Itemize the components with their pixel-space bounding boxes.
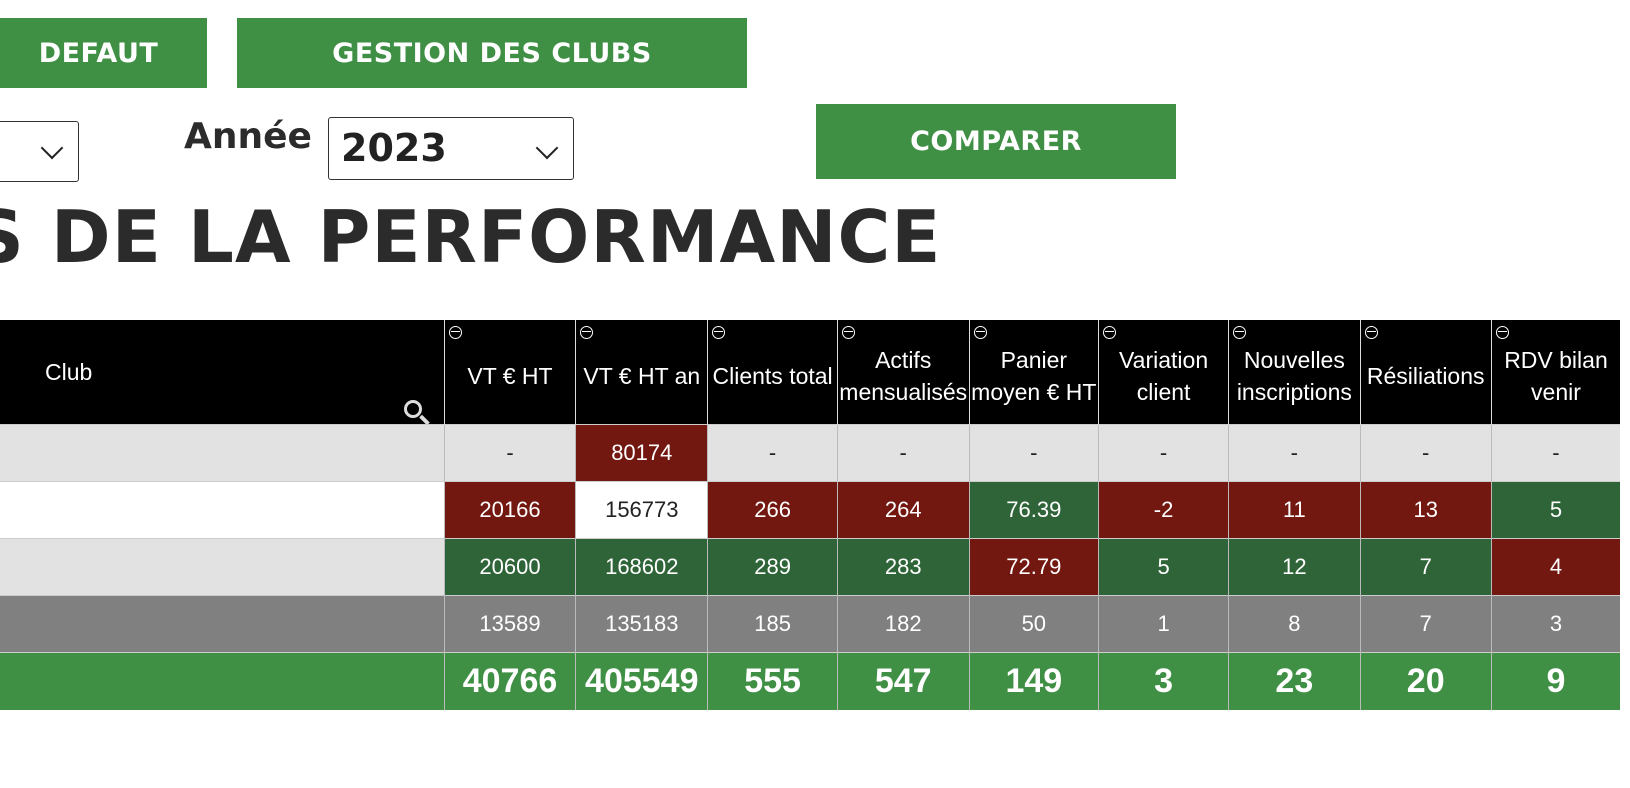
performance-table: Club VT € HT VT € HT an Clients total Ac… [0,320,1620,710]
total-cell: 23 [1228,651,1360,710]
table-cell: - [836,423,970,481]
sort-icon[interactable] [712,326,726,339]
table-cell: 20166 [443,480,576,538]
table-cell: 156773 [575,480,708,538]
table-cell: 3 [1490,594,1620,652]
table-header-row: Club VT € HT VT € HT an Clients total Ac… [0,320,1620,424]
sort-icon[interactable] [1233,326,1247,339]
total-cell: 405549 [575,651,708,710]
sort-icon[interactable] [1495,326,1509,339]
table-cell: 5 [1097,537,1229,595]
table-cell: 80174 [575,423,708,481]
table-row[interactable]: 20166 156773 266 264 76.39 -2 11 13 5 [0,480,1620,538]
sort-icon[interactable] [580,326,594,339]
table-row[interactable]: 20600 168602 289 283 72.79 5 12 7 4 [0,537,1620,595]
column-header[interactable]: Variation client [1097,320,1229,424]
chevron-down-icon [40,136,64,160]
gestion-des-clubs-button[interactable]: GESTION DES CLUBS [237,18,747,88]
column-header[interactable]: Nouvelles inscriptions [1228,320,1360,424]
table-cell: - [1359,423,1492,481]
club-cell[interactable] [0,480,445,538]
sort-icon[interactable] [1102,326,1116,339]
chevron-down-icon [535,136,559,160]
table-cell: 4 [1490,537,1620,595]
column-header-label: VT € HT an [583,362,701,389]
search-icon[interactable] [403,399,422,418]
table-cell: - [443,423,576,481]
sort-icon[interactable] [1364,326,1378,339]
totals-label-cell [0,651,445,710]
column-header-label: Actifs mensualisés [839,346,968,405]
annee-select-value: 2023 [341,126,447,170]
table-cell: - [968,423,1099,481]
table-cell: - [1490,423,1620,481]
table-cell: -2 [1097,480,1229,538]
table-cell: 5 [1490,480,1620,538]
sort-icon[interactable] [448,326,462,339]
total-cell: 20 [1359,651,1492,710]
total-cell: 547 [836,651,970,710]
total-cell: 9 [1490,651,1620,710]
total-cell: 3 [1097,651,1229,710]
table-cell: 8 [1228,594,1360,652]
month-select[interactable] [0,121,79,182]
table-cell: 283 [836,537,970,595]
table-cell: 7 [1359,537,1492,595]
column-header[interactable]: RDV bilan venir [1490,320,1620,424]
column-header[interactable]: Actifs mensualisés [836,320,970,424]
club-cell[interactable] [0,594,445,652]
column-header-label: RDV bilan venir [1504,346,1608,405]
table-cell: 13589 [443,594,576,652]
table-cell: 7 [1359,594,1492,652]
column-header-label: Variation client [1119,346,1209,405]
table-cell: 72.79 [968,537,1099,595]
table-row[interactable]: -80174- - - - - - - [0,423,1620,481]
column-header[interactable]: Résiliations [1359,320,1492,424]
sort-icon[interactable] [841,326,855,339]
column-header[interactable]: Panier moyen € HT [968,320,1099,424]
table-cell: 1 [1097,594,1229,652]
table-cell: 266 [707,480,838,538]
table-cell: 264 [836,480,970,538]
column-header[interactable]: VT € HT an [575,320,708,424]
column-header-label: Panier moyen € HT [971,346,1097,405]
table-cell: 76.39 [968,480,1099,538]
table-cell: - [1097,423,1229,481]
table-row[interactable]: 13589 135183 185 182 50 1 8 7 3 [0,594,1620,652]
annee-select[interactable]: 2023 [328,117,574,180]
comparer-button[interactable]: COMPARER [816,104,1176,179]
column-header-label: Nouvelles inscriptions [1236,346,1352,405]
club-cell[interactable] [0,537,445,595]
column-header-label: Club [45,358,93,385]
table-cell: 12 [1228,537,1360,595]
page-title: S DE LA PERFORMANCE [0,195,942,279]
table-cell: 20600 [443,537,576,595]
column-header-club[interactable]: Club [0,320,445,424]
defaut-button[interactable]: DEFAUT [0,18,207,88]
table-cell: 182 [836,594,970,652]
column-header[interactable]: Clients total [707,320,838,424]
column-header-label: VT € HT [467,362,553,389]
annee-label: Année [184,116,312,157]
club-cell[interactable] [0,423,445,481]
table-cell: 13 [1359,480,1492,538]
sort-icon[interactable] [973,326,987,339]
table-cell: 135183 [575,594,708,652]
column-header-label: Résiliations [1366,362,1485,389]
total-cell: 555 [707,651,838,710]
table-cell: 50 [968,594,1099,652]
table-cell: 168602 [575,537,708,595]
table-cell: - [707,423,838,481]
total-cell: 149 [968,651,1099,710]
table-cell: 11 [1228,480,1360,538]
table-cell: 185 [707,594,838,652]
column-header-label: Clients total [712,362,833,389]
table-cell: - [1228,423,1360,481]
table-cell: 289 [707,537,838,595]
column-header[interactable]: VT € HT [443,320,576,424]
totals-row: 40766 405549 555 547 149 3 23 20 9 [0,651,1620,710]
total-cell: 40766 [443,651,576,710]
